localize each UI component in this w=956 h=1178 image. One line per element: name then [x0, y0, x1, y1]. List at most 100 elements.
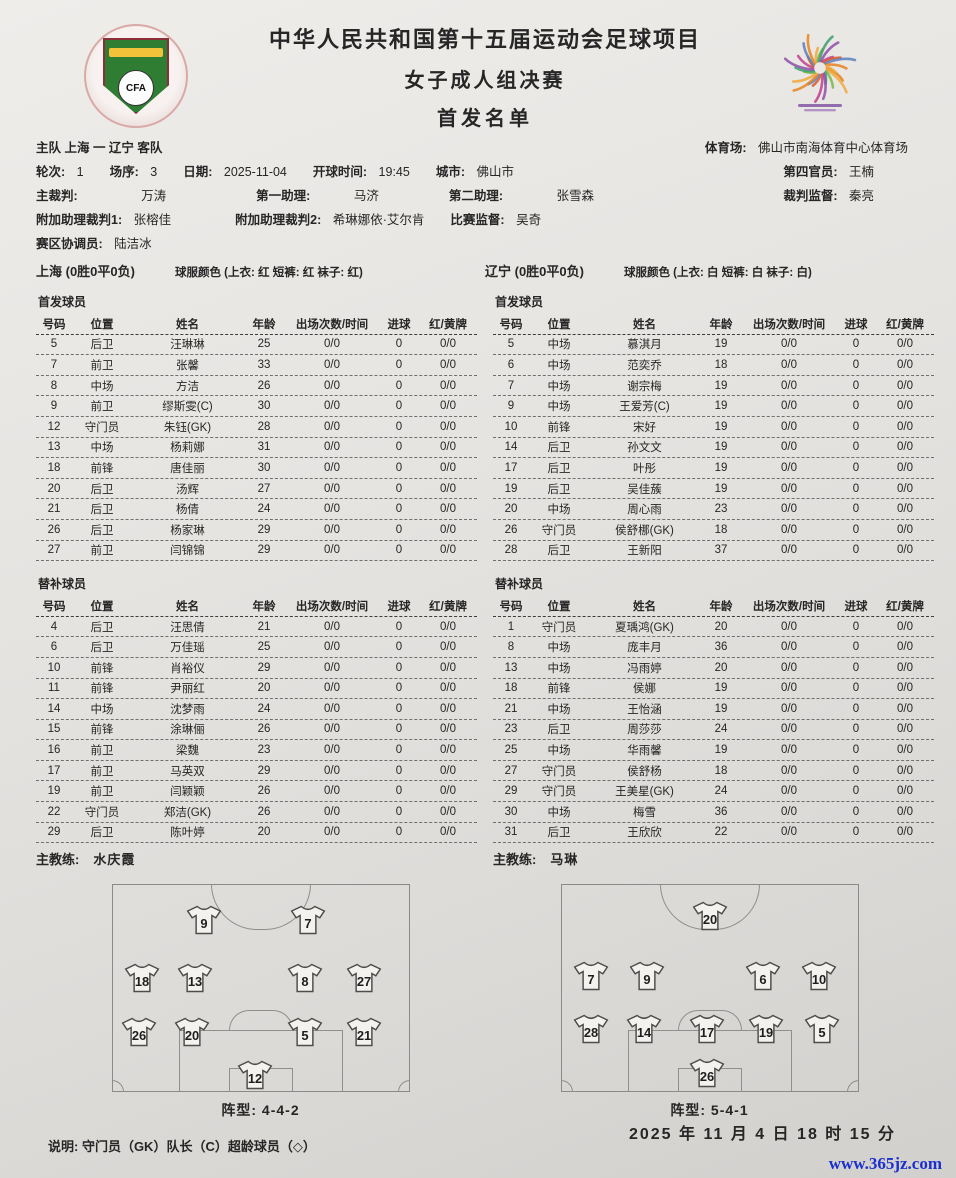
player-age: 29 [257, 544, 271, 557]
player-name: 汪思倩 [170, 621, 205, 634]
player-goals: 0 [852, 702, 860, 715]
column-header: 年龄 [252, 600, 276, 613]
player-row: 22 守门员 郑洁(GK) 26 0/0 0 0/0 [36, 802, 477, 823]
player-apps: 0/0 [324, 805, 340, 818]
player-shirt-8: 8 [287, 962, 323, 993]
player-position: 后卫 [90, 827, 114, 840]
teams-line: 主队 上海 一 辽宁 客队 [36, 141, 163, 155]
rosters: 首发球员 号码 位置 姓名 年龄 出场次数/时间 进球 红/黄牌 5 后卫 汪琳琳 25 0/0 0 0/… [36, 286, 934, 868]
column-header: 号码 [42, 600, 66, 613]
player-number: 27 [47, 544, 61, 557]
player-name: 肖裕仪 [170, 662, 205, 675]
player-cards: 0/0 [440, 723, 456, 736]
player-goals: 0 [852, 785, 860, 798]
player-age: 36 [714, 641, 728, 654]
player-cards: 0/0 [440, 379, 456, 392]
player-name: 唐佳丽 [170, 462, 205, 475]
player-apps: 0/0 [781, 620, 797, 633]
corner-arc [846, 1080, 859, 1093]
player-goals: 0 [395, 523, 403, 536]
player-apps: 0/0 [781, 338, 797, 351]
player-row: 8 中场 庞丰月 36 0/0 0 0/0 [493, 637, 934, 658]
player-row: 6 中场 范奕乔 18 0/0 0 0/0 [493, 355, 934, 376]
player-number: 21 [504, 702, 518, 715]
player-row: 30 中场 梅雪 36 0/0 0 0/0 [493, 802, 934, 823]
column-header: 位置 [547, 600, 571, 613]
player-apps: 0/0 [781, 682, 797, 695]
player-cards: 0/0 [440, 400, 456, 413]
document-title: 中华人民共和国第十五届运动会足球项目 [268, 27, 701, 52]
player-cards: 0/0 [897, 338, 913, 351]
svg-text:20: 20 [702, 912, 716, 927]
watermark-link[interactable]: www.365jz.com [828, 1154, 942, 1173]
player-number: 9 [50, 400, 58, 413]
player-cards: 0/0 [897, 482, 913, 495]
player-position: 前卫 [90, 401, 114, 414]
player-name: 吴佳蔟 [627, 483, 662, 496]
document-subtitle2: 首发名单 [437, 108, 533, 130]
player-position: 中场 [547, 703, 571, 716]
player-shirt-26: 26 [121, 1016, 157, 1047]
home-subs-table: 号码 位置 姓名 年龄 出场次数/时间 进球 红/黄牌 4 后卫 汪思倩 21 0/0 0 0/0 6 后卫万… [36, 596, 477, 844]
svg-text:12: 12 [247, 1071, 261, 1086]
player-cards: 0/0 [897, 461, 913, 474]
column-header: 号码 [42, 318, 66, 331]
column-header: 姓名 [176, 600, 199, 613]
player-cards: 0/0 [440, 441, 456, 454]
player-goals: 0 [852, 641, 860, 654]
svg-text:26: 26 [699, 1069, 713, 1084]
player-apps: 0/0 [324, 744, 340, 757]
player-apps: 0/0 [781, 826, 797, 839]
player-row: 8 中场 方洁 26 0/0 0 0/0 [36, 376, 477, 397]
player-age: 19 [714, 482, 728, 495]
player-cards: 0/0 [897, 441, 913, 454]
player-apps: 0/0 [324, 338, 340, 351]
player-row: 1 守门员 夏瑀鸿(GK) 20 0/0 0 0/0 [493, 617, 934, 638]
player-age: 26 [257, 723, 271, 736]
player-cards: 0/0 [440, 744, 456, 757]
column-header: 姓名 [176, 318, 199, 331]
player-goals: 0 [852, 523, 860, 536]
player-goals: 0 [852, 338, 860, 351]
player-number: 5 [507, 338, 515, 351]
player-name: 汤辉 [176, 483, 199, 496]
player-shirt-12: 12 [237, 1059, 273, 1090]
player-number: 8 [507, 641, 515, 654]
player-goals: 0 [395, 682, 403, 695]
table-header-row: 号码 位置 姓名 年龄 出场次数/时间 进球 红/黄牌 [36, 596, 477, 617]
column-header: 位置 [90, 600, 114, 613]
player-age: 24 [714, 785, 728, 798]
home-coach-name: 水庆霞 [93, 852, 136, 868]
player-apps: 0/0 [781, 523, 797, 536]
player-goals: 0 [395, 544, 403, 557]
player-number: 10 [47, 661, 61, 674]
player-number: 20 [504, 503, 518, 516]
player-position: 中场 [547, 401, 571, 414]
player-goals: 0 [395, 441, 403, 454]
formation-diagrams: 9 7 18 13 8 27 26 20 5 21 12 阵型: 4-4-2 20 7 9 6 10 28 14… [36, 884, 934, 1120]
svg-text:28: 28 [584, 1025, 598, 1040]
player-age: 26 [257, 785, 271, 798]
player-age: 19 [714, 379, 728, 392]
player-number: 14 [47, 702, 61, 715]
player-number: 6 [507, 358, 515, 371]
player-goals: 0 [395, 461, 403, 474]
venue: 体育场: 佛山市南海体育中心体育场 [704, 141, 908, 155]
player-apps: 0/0 [324, 544, 340, 557]
player-number: 12 [47, 420, 61, 433]
player-age: 25 [257, 338, 271, 351]
player-apps: 0/0 [324, 482, 340, 495]
penalty-area [178, 1030, 343, 1093]
additional-ar2: 附加助理裁判2: 希琳娜依·艾尔肯 [235, 213, 425, 227]
table-header-row: 号码 位置 姓名 年龄 出场次数/时间 进球 红/黄牌 [36, 314, 477, 335]
player-number: 11 [48, 682, 60, 695]
svg-text:13: 13 [188, 974, 202, 989]
document-subtitle: 女子成人组决赛 [404, 70, 566, 92]
player-age: 19 [714, 702, 728, 715]
player-cards: 0/0 [440, 544, 456, 557]
player-position: 中场 [547, 806, 571, 819]
player-cards: 0/0 [440, 641, 456, 654]
cfa-banner [109, 48, 163, 57]
player-goals: 0 [852, 764, 860, 777]
player-name: 侯舒杨 [627, 765, 662, 778]
